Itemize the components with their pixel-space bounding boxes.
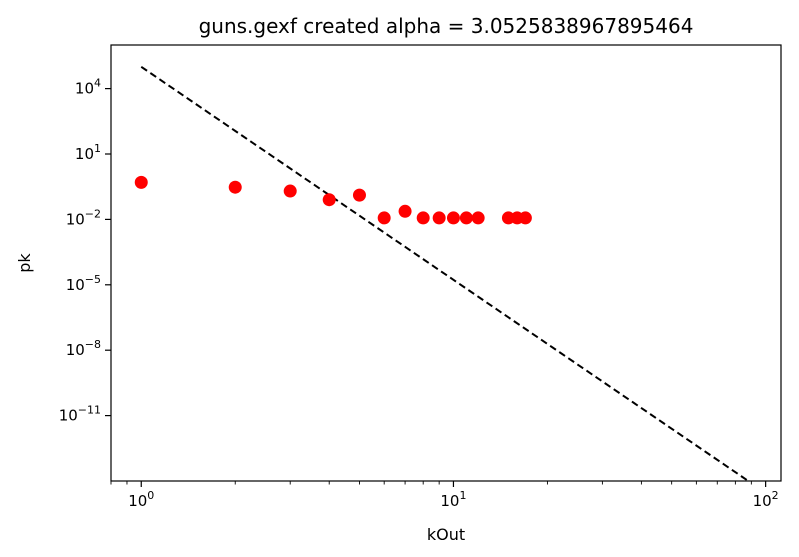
y-tick-base: 10 [66, 210, 85, 228]
x-tick-base: 10 [128, 492, 147, 510]
data-point [352, 188, 366, 202]
x-tick-base: 10 [753, 492, 772, 510]
y-tick-label: 104 [75, 77, 101, 98]
y-axis-label: pk [15, 253, 34, 273]
y-tick-label: 101 [75, 142, 101, 163]
y-tick-label: 10−11 [59, 404, 101, 425]
chart-title: guns.gexf created alpha = 3.052583896789… [199, 14, 694, 38]
data-point [283, 184, 297, 198]
y-tick-base: 10 [59, 407, 78, 425]
data-point [134, 175, 148, 189]
x-tick-exponent: 1 [459, 489, 466, 502]
data-point [471, 211, 485, 225]
data-point [432, 211, 446, 225]
plot-frame [110, 44, 782, 482]
x-tick-exponent: 0 [147, 489, 154, 502]
y-tick-base: 10 [75, 80, 94, 98]
y-tick-base: 10 [75, 145, 94, 163]
data-point [322, 193, 336, 207]
y-tick-base: 10 [66, 276, 85, 294]
y-tick-exponent: −5 [85, 273, 101, 286]
x-axis-label: kOut [427, 525, 465, 544]
y-tick-exponent: 1 [94, 142, 101, 155]
y-tick-exponent: −2 [85, 207, 101, 220]
data-point [459, 211, 473, 225]
data-point [446, 211, 460, 225]
x-tick-base: 10 [440, 492, 459, 510]
x-minor-ticks [110, 481, 752, 485]
data-point [518, 211, 532, 225]
x-tick-label: 101 [440, 489, 466, 510]
y-tick-label: 10−2 [66, 207, 101, 228]
data-point [228, 180, 242, 194]
x-tick-label: 100 [128, 489, 154, 510]
y-tick-base: 10 [66, 341, 85, 359]
x-tick-exponent: 2 [772, 489, 779, 502]
y-tick-label: 10−8 [66, 338, 101, 359]
data-point [377, 211, 391, 225]
y-tick-exponent: −11 [78, 404, 101, 417]
x-tick-label: 102 [753, 489, 779, 510]
y-tick-label: 10−5 [66, 273, 101, 294]
fit-line [140, 65, 749, 482]
data-point [398, 204, 412, 218]
series-layer [134, 65, 749, 482]
y-tick-exponent: −8 [85, 338, 101, 351]
y-tick-exponent: 4 [94, 77, 101, 90]
x-ticks: 100 101 102 [128, 481, 779, 510]
data-point [416, 211, 430, 225]
